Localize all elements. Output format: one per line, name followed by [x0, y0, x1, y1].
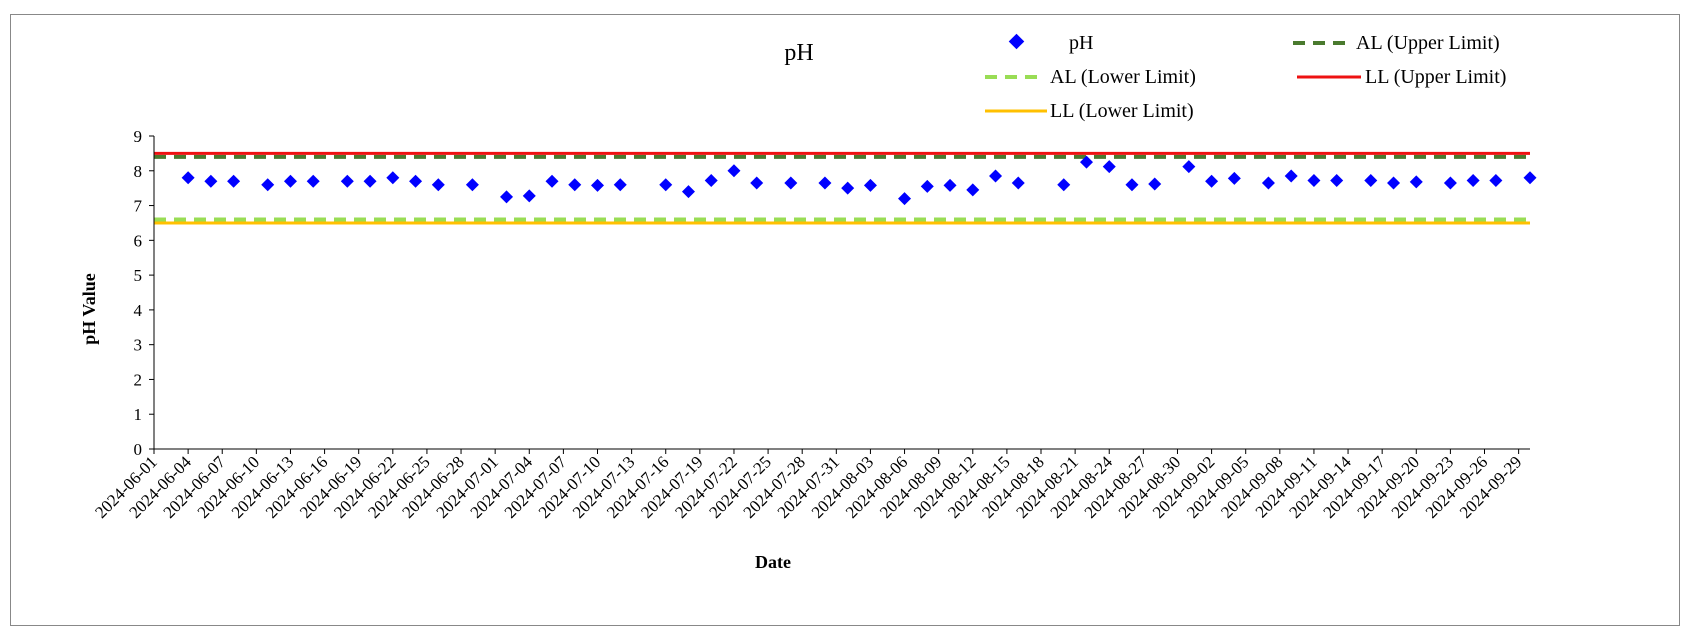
- y-tick-label: 6: [134, 231, 143, 250]
- legend-item-ll-lower: LL (Lower Limit): [985, 100, 1194, 122]
- y-tick-label: 5: [134, 266, 143, 285]
- data-point: [1466, 174, 1480, 188]
- data-point: [1284, 169, 1298, 183]
- data-point: [863, 178, 877, 192]
- y-tick-label: 9: [134, 127, 143, 146]
- legend-label-al-lower: AL (Lower Limit): [1050, 66, 1196, 88]
- data-point: [261, 178, 275, 192]
- data-point: [920, 179, 934, 193]
- data-point: [1261, 176, 1275, 190]
- x-axis-title: Date: [755, 552, 791, 572]
- data-point: [898, 192, 912, 206]
- data-point: [1489, 174, 1503, 188]
- chart-title: pH: [784, 40, 813, 66]
- y-tick-label: 4: [134, 301, 143, 320]
- data-point: [386, 171, 400, 185]
- axes: [149, 135, 1530, 454]
- data-point: [363, 174, 377, 188]
- data-point: [1227, 171, 1241, 185]
- y-tick-label: 7: [134, 197, 143, 216]
- legend-item-al-upper: AL (Upper Limit): [1293, 32, 1500, 54]
- data-point: [989, 169, 1003, 183]
- data-point: [1102, 160, 1116, 174]
- legend-label-ll-upper: LL (Upper Limit): [1365, 66, 1506, 88]
- y-tick-label: 0: [134, 440, 143, 459]
- y-tick-labels: 0 1 2 3 4 5 6 7 8 9: [134, 127, 143, 459]
- data-point: [613, 178, 627, 192]
- legend: pH AL (Upper Limit) AL (Lower Limit) LL …: [985, 32, 1506, 122]
- data-point: [227, 174, 241, 188]
- data-point: [431, 178, 445, 192]
- data-point: [1409, 175, 1423, 189]
- data-point: [1523, 171, 1537, 185]
- data-point: [1330, 174, 1344, 188]
- y-tick-label: 2: [134, 370, 143, 389]
- data-point: [966, 183, 980, 197]
- data-point: [784, 176, 798, 190]
- x-tick-labels: 2024-06-012024-06-042024-06-072024-06-10…: [91, 452, 1525, 522]
- data-point: [500, 190, 514, 204]
- data-point: [727, 164, 741, 178]
- data-point: [306, 174, 320, 188]
- y-tick-label: 3: [134, 336, 143, 355]
- data-point: [283, 174, 297, 188]
- data-point: [681, 185, 695, 199]
- data-point: [1079, 155, 1093, 169]
- data-point: [1443, 176, 1457, 190]
- data-point: [750, 176, 764, 190]
- legend-item-al-lower: AL (Lower Limit): [985, 66, 1196, 88]
- data-point: [1307, 174, 1321, 188]
- ph-chart: 0 1 2 3 4 5 6 7 8 9 2024-06-012024-06-042024-06-0…: [79, 32, 1537, 572]
- y-tick-label: 8: [134, 162, 143, 181]
- data-point: [841, 181, 855, 195]
- data-point: [591, 178, 605, 192]
- data-point: [1057, 178, 1071, 192]
- data-point: [1364, 174, 1378, 188]
- data-point: [340, 174, 354, 188]
- legend-label-ll-lower: LL (Lower Limit): [1050, 100, 1194, 122]
- y-axis-title: pH Value: [79, 273, 99, 345]
- legend-label-ph: pH: [1069, 32, 1093, 54]
- limit-lines: [154, 151, 1530, 225]
- data-point: [1387, 176, 1401, 190]
- y-tick-label: 1: [134, 405, 143, 424]
- data-point: [1148, 177, 1162, 191]
- data-point: [568, 178, 582, 192]
- data-point: [522, 189, 536, 203]
- data-point: [409, 174, 423, 188]
- legend-item-ll-upper: LL (Upper Limit): [1297, 66, 1506, 88]
- data-point: [465, 178, 479, 192]
- data-point: [545, 174, 559, 188]
- data-points: [181, 155, 1537, 206]
- data-point: [204, 174, 218, 188]
- data-point: [818, 176, 832, 190]
- data-point: [943, 178, 957, 192]
- legend-item-ph: pH: [1008, 32, 1093, 54]
- data-point: [181, 171, 195, 185]
- data-point: [659, 178, 673, 192]
- chart-frame: 0 1 2 3 4 5 6 7 8 9 2024-06-01 2024-06-04 2024-06-0…: [10, 14, 1680, 626]
- data-point: [1182, 160, 1196, 174]
- data-point: [1125, 178, 1139, 192]
- data-point: [704, 174, 718, 188]
- data-point: [1205, 174, 1219, 188]
- legend-label-al-upper: AL (Upper Limit): [1356, 32, 1500, 54]
- data-point: [1011, 176, 1025, 190]
- legend-marker-ph: [1008, 33, 1025, 50]
